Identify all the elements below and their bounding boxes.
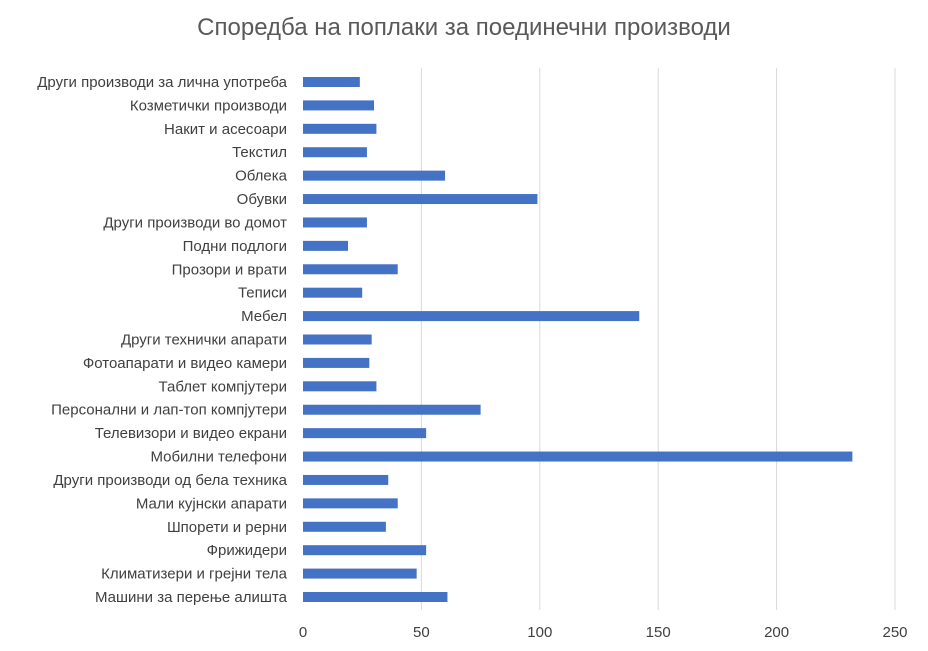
- category-label: Машини за перење алишта: [95, 589, 288, 606]
- bar: [303, 287, 363, 298]
- x-tick-label: 100: [527, 624, 552, 641]
- category-label: Климатизери и грејни тела: [101, 566, 288, 583]
- bar: [303, 100, 375, 111]
- x-tick-label: 250: [882, 624, 907, 641]
- bars: [303, 77, 853, 602]
- category-label: Таблет компјутери: [159, 378, 288, 395]
- category-label: Фотоапарати и видео камери: [83, 355, 287, 372]
- category-label: Прозори и врати: [172, 261, 287, 278]
- bar: [303, 77, 360, 87]
- bar: [303, 194, 538, 205]
- bar: [303, 474, 389, 485]
- bar: [303, 381, 377, 392]
- gridlines: [420, 68, 896, 610]
- category-label: Други производи во домот: [103, 214, 287, 231]
- x-tick-label: 0: [299, 624, 307, 641]
- bar: [303, 357, 370, 368]
- bar: [303, 428, 427, 439]
- category-label: Персонални и лап-топ компјутери: [51, 402, 287, 419]
- bar: [303, 521, 386, 532]
- bar: [303, 404, 481, 415]
- x-tick-label: 200: [764, 624, 789, 641]
- bar: [303, 568, 417, 579]
- bar: [303, 123, 377, 134]
- bar: [303, 311, 640, 322]
- category-label: Мали кујнски апарати: [136, 495, 287, 512]
- bar: [303, 545, 427, 556]
- category-label: Телевизори и видео екрани: [95, 425, 287, 442]
- bar: [303, 170, 446, 181]
- bar: [303, 240, 348, 251]
- category-label: Други производи од бела техника: [53, 472, 287, 489]
- category-labels: Други производи за лична употреба Козмети…: [37, 74, 287, 606]
- bar: [303, 264, 398, 275]
- category-label: Теписи: [238, 285, 287, 302]
- category-label: Други производи за лична употреба: [37, 74, 287, 91]
- bar: [303, 217, 367, 228]
- category-label: Накит и асесоари: [164, 121, 287, 138]
- category-label: Шпорети и рерни: [167, 519, 287, 536]
- category-label: Подни подлоги: [183, 238, 287, 255]
- category-label: Текстил: [232, 144, 287, 161]
- bar: [303, 451, 853, 462]
- category-label: Фрижидери: [207, 542, 287, 559]
- category-label: Облека: [235, 168, 288, 185]
- x-tick-labels: 0 50 100 150 200 250: [299, 624, 908, 641]
- bar: [303, 147, 367, 158]
- category-label: Обувки: [237, 191, 287, 208]
- bar: [303, 498, 398, 509]
- category-label: Козметички производи: [130, 97, 287, 114]
- bar: [303, 334, 372, 345]
- category-label: Други технички апарати: [121, 332, 287, 349]
- chart-title: Споредба на поплаки за поединечни произв…: [197, 14, 731, 41]
- x-tick-label: 150: [646, 624, 671, 641]
- category-label: Мобилни телефони: [150, 449, 287, 466]
- category-label: Мебел: [241, 308, 287, 325]
- bar: [303, 592, 448, 602]
- x-tick-label: 50: [413, 624, 430, 641]
